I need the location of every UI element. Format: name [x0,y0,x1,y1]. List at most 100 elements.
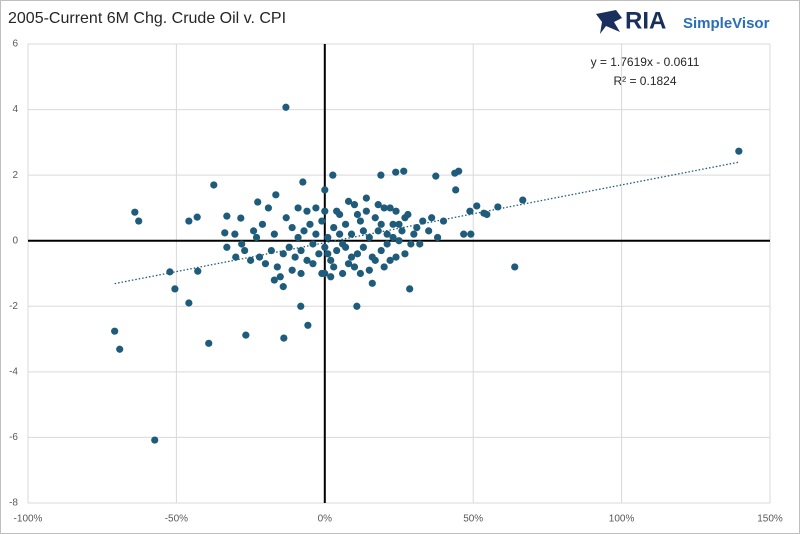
data-point [297,302,305,310]
data-point [312,204,320,212]
data-point [330,263,338,271]
data-point [383,230,391,238]
data-point [395,220,403,228]
data-point [371,214,379,222]
logo-product: SimpleVisor [683,15,770,32]
data-point [321,207,329,215]
data-point [252,233,261,242]
data-point [171,285,179,293]
data-point [460,230,468,238]
data-point [389,220,397,228]
equation: y = 1.7619x - 0.0611 [591,55,700,69]
data-point [511,263,519,271]
y-tick-label: -8 [9,498,18,509]
data-point [306,220,314,228]
data-point [185,299,193,307]
data-point [223,243,231,251]
data-point [299,178,307,186]
data-point [279,283,287,291]
data-point [231,230,239,238]
data-point [270,230,278,238]
data-point [452,186,460,194]
data-point [247,256,255,264]
data-point [297,246,305,255]
x-tick-label: -100% [14,514,43,525]
data-point [400,167,408,175]
data-point [258,220,267,228]
data-point [365,233,373,242]
data-point [264,204,273,212]
data-point [389,233,397,242]
data-point [288,266,296,274]
data-point [254,198,262,206]
y-tick-label: 2 [12,170,18,181]
data-point [362,207,370,215]
data-point [300,227,308,235]
data-point [339,269,347,278]
data-point [439,217,448,225]
data-point [288,224,296,232]
data-point [223,212,231,220]
data-point [406,285,414,293]
data-point [279,250,287,258]
data-point [291,253,299,261]
data-point [304,321,312,329]
data-point [309,260,317,268]
data-point [344,260,353,268]
data-point [347,230,356,238]
data-point [466,207,474,215]
y-tick-label: -2 [9,301,18,312]
data-point [303,207,311,215]
data-point [210,181,218,189]
data-point [280,334,288,342]
data-point [341,220,350,228]
data-point [336,230,344,238]
data-point [315,250,323,258]
y-tick-label: 0 [12,235,18,246]
data-point [341,243,350,251]
data-point [312,230,320,238]
r-squared: R² = 0.1824 [613,74,676,88]
data-point [368,279,376,287]
y-tick-label: -4 [9,366,18,377]
data-point [467,230,475,238]
data-point [193,213,201,221]
x-tick-label: 100% [609,514,635,525]
data-point [261,260,270,268]
data-point [303,256,311,264]
data-point [392,253,400,261]
data-point [238,240,246,248]
data-point [359,227,367,235]
data-point [371,256,379,264]
data-point [282,103,290,111]
data-point [350,201,359,209]
data-point [329,171,337,179]
data-point [221,229,229,237]
data-point [318,217,326,225]
data-point [321,243,329,251]
data-point [267,246,275,255]
data-point [494,203,502,211]
data-point [377,246,385,255]
data-point [350,263,359,271]
x-tick-label: -50% [165,514,188,525]
data-point [432,172,440,180]
data-point [327,273,335,281]
data-point [185,217,193,225]
data-point [333,207,341,215]
y-tick-label: 4 [12,104,18,115]
data-point [374,201,382,209]
data-point [483,210,491,219]
data-point [362,194,370,202]
x-tick-label: 50% [463,514,483,525]
data-point [321,269,329,278]
data-point [166,268,174,276]
data-point [392,207,400,215]
data-point [401,250,409,258]
data-point [241,246,249,255]
data-point [395,237,403,245]
data-point [410,230,418,238]
data-point [333,246,341,255]
